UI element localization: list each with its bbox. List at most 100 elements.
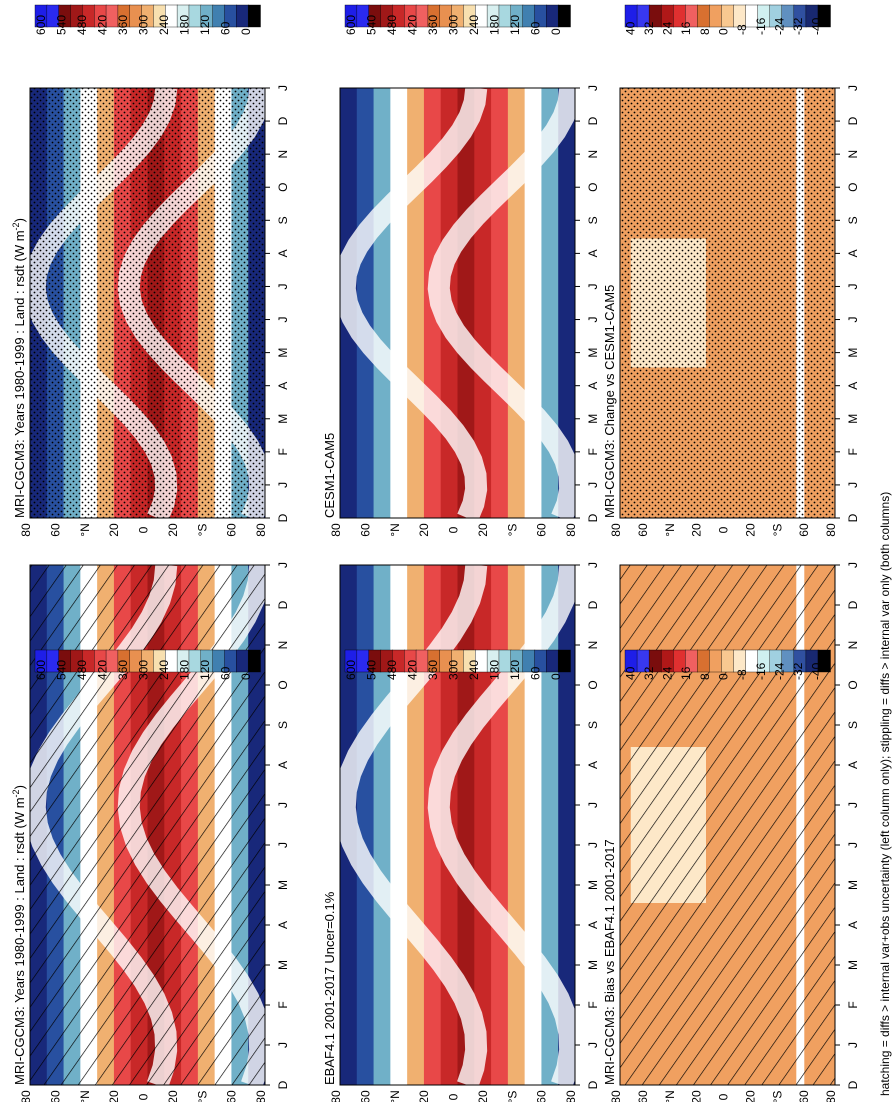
plot-frame <box>339 564 576 1086</box>
colorbar-tick-label: -32 <box>791 17 805 35</box>
plot-frame <box>619 564 836 1086</box>
missing-band <box>532 88 541 518</box>
month-tick-label: A <box>586 382 600 390</box>
lat-tick-label: °N <box>78 1090 92 1102</box>
lat-tick-label: 60 <box>535 523 549 537</box>
lat-tick-label: 80 <box>564 523 578 537</box>
colorbar-swatch <box>709 649 723 673</box>
month-tick-label: J <box>276 802 290 808</box>
month-tick-label: S <box>586 216 600 224</box>
lat-tick-label: 0 <box>137 526 151 533</box>
lat-tick-label: 80 <box>329 523 343 537</box>
panel-title: MRI-CGCM3: Bias vs EBAF4.1 2001-2017 <box>602 839 617 1085</box>
month-tick-label: S <box>276 721 290 729</box>
lat-tick-label: 60 <box>636 523 650 537</box>
month-tick-label: A <box>276 249 290 257</box>
month-tick-label: A <box>586 921 600 929</box>
month-tick-label: J <box>846 1042 860 1048</box>
colorbar-swatch <box>697 649 711 673</box>
colorbar-tick-label: 0 <box>717 28 731 35</box>
month-tick-label: J <box>276 85 290 91</box>
lat-tick-label: 80 <box>824 523 838 537</box>
colorbar-tick-label: 8 <box>698 673 712 680</box>
month-tick-label: A <box>846 382 860 390</box>
lat-tick-label: 60 <box>636 1090 650 1102</box>
month-tick-label: D <box>846 116 860 125</box>
month-tick-label: O <box>846 680 860 689</box>
month-tick-label: D <box>586 513 600 522</box>
lat-tick-label: 80 <box>329 1090 343 1102</box>
lat-tick-label: 20 <box>107 523 121 537</box>
lat-tick-label: 0 <box>447 526 461 533</box>
colorbar-tick-label: 16 <box>679 666 693 680</box>
colorbar-tick-label: 420 <box>96 15 110 35</box>
month-tick-label: J <box>846 317 860 323</box>
colorbar-tick-label: 0 <box>239 673 253 680</box>
month-tick-label: J <box>276 482 290 488</box>
seasonal-contour <box>427 86 582 523</box>
lat-tick-label: 80 <box>254 523 268 537</box>
colorbar: 40 32 24 16 8 0 -8 -16 -24 -32 -40 <box>623 4 831 35</box>
month-tick-label: A <box>276 921 290 929</box>
month-tick-label: A <box>846 761 860 769</box>
colorbar-tick-label: -16 <box>754 662 768 680</box>
colorbar-tick-label: 540 <box>55 660 69 680</box>
colorbar-tick-label: 24 <box>661 21 675 35</box>
month-tick-label: O <box>586 183 600 192</box>
month-tick-label: D <box>276 600 290 609</box>
colorbar-tick-label: 40 <box>623 666 637 680</box>
lat-tick-label: 20 <box>476 523 490 537</box>
colorbar-tick-label: 600 <box>34 15 48 35</box>
lat-tick-label: 60 <box>535 1090 549 1102</box>
seasonal-contour <box>333 86 488 523</box>
month-tick-label: F <box>586 1001 600 1008</box>
month-tick-label: S <box>846 216 860 224</box>
footnote: hatching = diffs > internal var+obs unce… <box>878 492 892 1096</box>
panel-title: CESM1-CAM5 <box>322 433 337 518</box>
month-tick-label: S <box>846 721 860 729</box>
colorbar-tick-label: -8 <box>735 24 749 35</box>
panel-obs: D J F M A M J J A S O N D J 80 60 °N 20 0 20 °S 60 80 EBAF4.1 2… <box>322 562 600 1102</box>
colorbar-tick-label: 120 <box>508 15 522 35</box>
colorbar-tick-label: 240 <box>467 15 481 35</box>
colorbar-tick-label: 540 <box>365 15 379 35</box>
colorbar: 600 540 480 420 360 300 240 180 120 60 0 <box>344 649 571 680</box>
lat-tick-label: 80 <box>609 523 623 537</box>
month-tick-label: J <box>276 1042 290 1048</box>
colorbar-swatch <box>817 4 831 28</box>
colorbar-tick-label: 480 <box>385 15 399 35</box>
lat-tick-label: °S <box>770 1091 784 1102</box>
stippling-overlay <box>30 88 265 518</box>
lat-tick-label: °S <box>195 1091 209 1102</box>
colorbar-tick-label: 300 <box>447 660 461 680</box>
colorbar-tick-label: 120 <box>508 660 522 680</box>
colorbar-tick-label: 180 <box>487 660 501 680</box>
month-tick-label: A <box>276 382 290 390</box>
month-tick-label: O <box>586 680 600 689</box>
colorbar-tick-label: 360 <box>116 660 130 680</box>
colorbar-tick-label: -8 <box>735 669 749 680</box>
plot-frame <box>619 87 836 519</box>
colorbar-swatch <box>733 649 747 673</box>
colorbar-tick-label: -32 <box>791 662 805 680</box>
colorbar-tick-label: 600 <box>344 15 358 35</box>
lat-tick-label: 60 <box>48 1090 62 1102</box>
hatching-overlay <box>30 565 265 1085</box>
colorbar-tick-label: 120 <box>198 15 212 35</box>
month-tick-label: J <box>276 283 290 289</box>
month-tick-label: M <box>276 960 290 970</box>
lat-tick-label: °S <box>770 524 784 537</box>
month-tick-label: J <box>276 842 290 848</box>
month-tick-label: M <box>276 880 290 890</box>
panel-title: MRI-CGCM3: Years 1980-1999 : Land : rsdt… <box>11 785 27 1085</box>
colorbar-swatch <box>733 4 747 28</box>
colorbar-tick-label: -24 <box>772 662 786 680</box>
month-tick-label: J <box>586 482 600 488</box>
colorbar-tick-label: -24 <box>772 17 786 35</box>
colorbar-swatch <box>236 649 249 673</box>
colorbar-tick-label: 540 <box>55 15 69 35</box>
month-tick-label: D <box>586 600 600 609</box>
month-tick-label: S <box>586 721 600 729</box>
